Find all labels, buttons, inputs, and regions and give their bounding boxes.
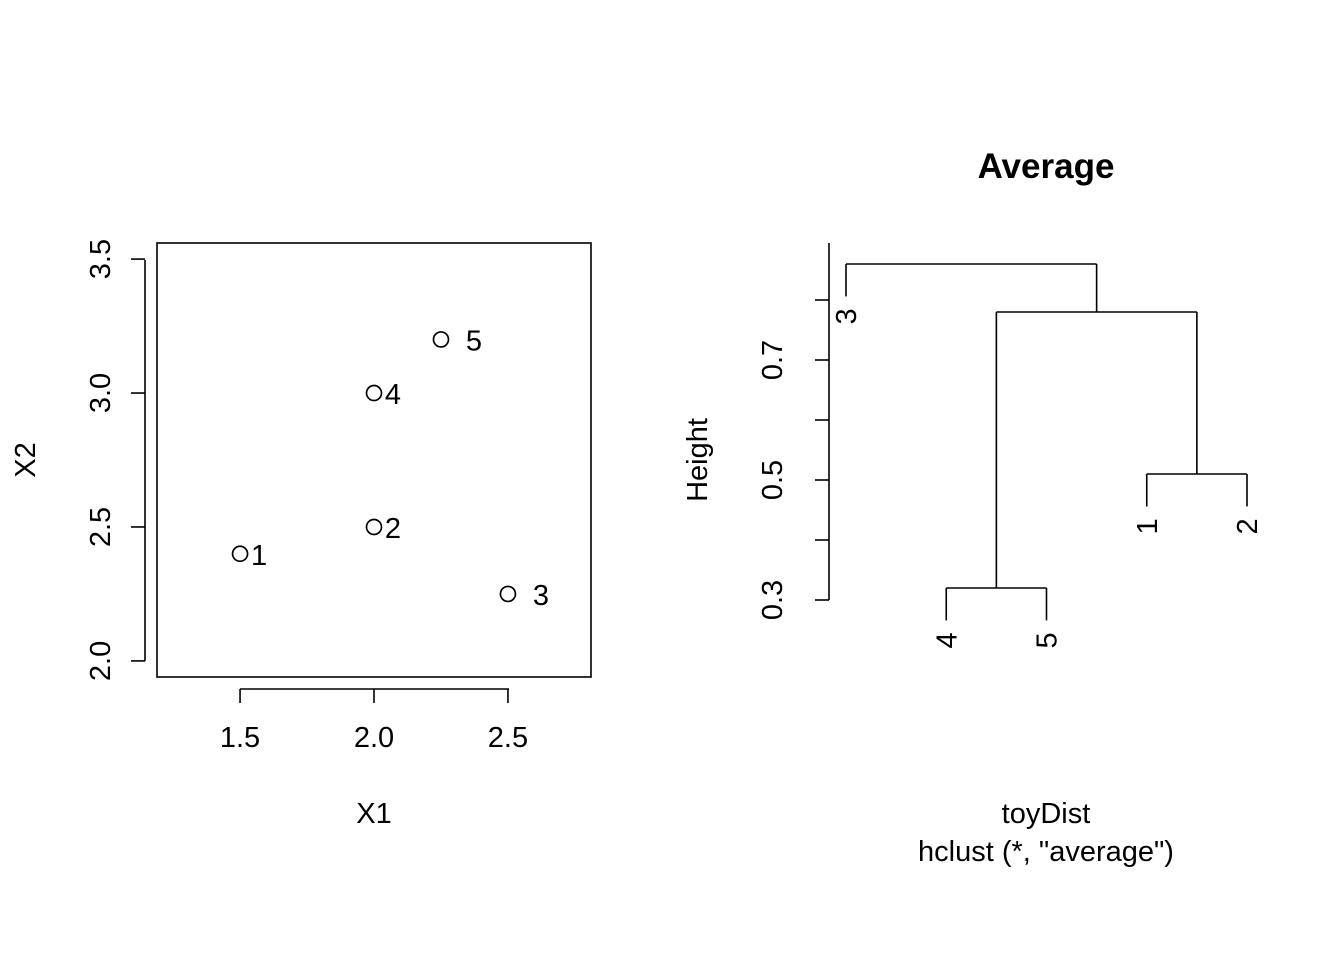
dendrogram-y-tick-label: 0.7 [757, 340, 789, 380]
dendrogram-method-label: hclust (*, "average") [918, 836, 1174, 868]
dendrogram-leaf-labels: 4 5 1 2 3 [831, 308, 1264, 648]
dendrogram-leaf-label: 4 [931, 632, 963, 648]
scatter-panel: 2.0 2.5 3.0 3.5 1.5 2.0 2.5 1 2 3 4 5 X1 X2 [10, 239, 592, 830]
scatter-point-label: 2 [385, 513, 401, 545]
scatter-point-label: 4 [385, 379, 401, 411]
dendrogram-leaf-label: 3 [831, 308, 863, 324]
scatter-point-3 [499, 585, 517, 603]
scatter-point-2 [365, 518, 383, 536]
scatter-x-ticks: 1.5 2.0 2.5 [220, 689, 528, 754]
dendrogram-y-ticks: 0.3 0.5 0.7 [757, 299, 829, 620]
scatter-x-tick-label: 2.0 [354, 722, 394, 754]
scatter-points: 1 2 3 4 5 [231, 325, 549, 612]
dendrogram-y-tick-label: 0.3 [757, 580, 789, 620]
scatter-point-label: 1 [251, 540, 267, 572]
scatter-y-ticks: 2.0 2.5 3.0 3.5 [85, 239, 145, 681]
scatter-x-axis-label: X1 [356, 798, 391, 830]
dendrogram-y-axis-label: Height [682, 418, 714, 502]
dendrogram-y-tick-label: 0.5 [757, 460, 789, 500]
scatter-point-1 [231, 545, 249, 563]
scatter-y-tick-label: 2.5 [85, 507, 117, 547]
dendrogram-panel: Average 0.3 0.5 0.7 4 5 1 2 3 Height toyDist h… [682, 147, 1264, 868]
scatter-point-label: 5 [466, 325, 482, 357]
scatter-point-label: 3 [533, 580, 549, 612]
scatter-x-tick-label: 2.5 [488, 722, 528, 754]
dendrogram-leaf-label: 2 [1232, 518, 1264, 534]
dendrogram-title: Average [978, 147, 1115, 186]
dendrogram-branches [845, 263, 1248, 621]
scatter-point-4 [365, 384, 383, 402]
dendrogram-leaf-label: 5 [1032, 632, 1064, 648]
scatter-y-axis-label: X2 [10, 442, 42, 477]
scatter-plot-frame [156, 242, 592, 678]
dendrogram-leaf-label: 1 [1132, 518, 1164, 534]
dendrogram-x-axis-label: toyDist [1002, 798, 1091, 830]
scatter-y-tick-label: 2.0 [85, 641, 117, 681]
scatter-y-tick-label: 3.0 [85, 373, 117, 413]
scatter-y-tick-label: 3.5 [85, 239, 117, 279]
scatter-point-5 [432, 331, 450, 348]
scatter-x-tick-label: 1.5 [220, 722, 260, 754]
